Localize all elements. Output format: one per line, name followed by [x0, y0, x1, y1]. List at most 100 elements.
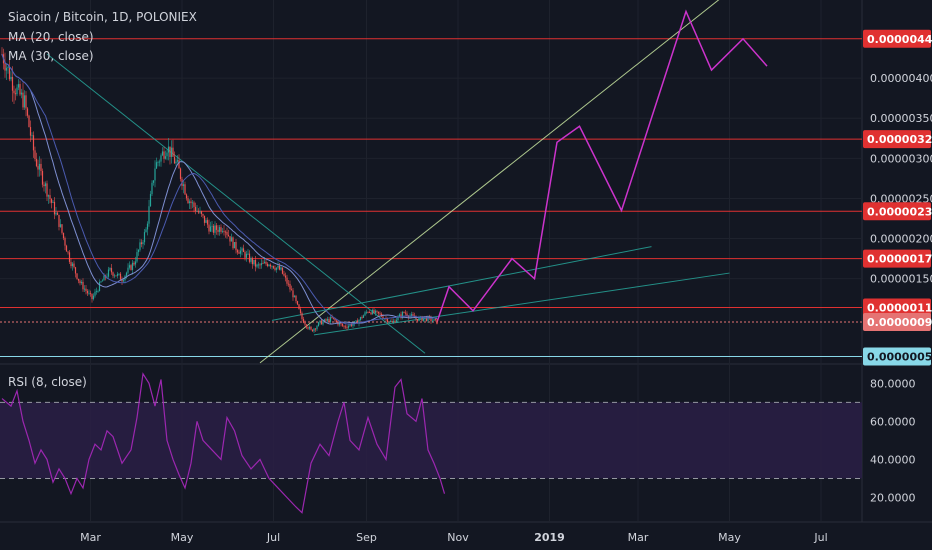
- candle-body: [277, 265, 279, 268]
- price-tick-label: 0.00000350: [870, 112, 932, 125]
- candle-body: [347, 325, 350, 328]
- candle-body: [311, 329, 314, 332]
- candle-body: [370, 312, 372, 315]
- candle-body: [176, 160, 179, 162]
- candle-body: [299, 309, 302, 314]
- candle-body: [100, 281, 102, 283]
- candle-body: [76, 273, 78, 279]
- time-tick-label: Sep: [356, 531, 377, 544]
- candle-body: [209, 226, 212, 232]
- projection-line: [436, 9, 768, 323]
- candle-body: [331, 317, 333, 319]
- candle-body: [220, 227, 222, 232]
- candle-body: [289, 283, 291, 290]
- candle-body: [226, 231, 228, 235]
- candle-body: [427, 316, 429, 321]
- candle-body: [44, 183, 47, 187]
- candle-body: [221, 231, 224, 233]
- candle-body: [149, 194, 152, 207]
- price-tick-label: 0.00000400: [870, 72, 932, 85]
- candle-body: [197, 210, 200, 213]
- candle-body: [98, 282, 101, 292]
- candle-body: [364, 312, 366, 316]
- ma30-legend: MA (30, close): [8, 49, 94, 63]
- candle-body: [239, 250, 242, 254]
- candle-body: [194, 206, 197, 212]
- candle-body: [371, 309, 374, 315]
- candle-body: [233, 242, 236, 249]
- candle-body: [265, 261, 267, 264]
- candle-body: [235, 242, 237, 251]
- candle-body: [278, 265, 281, 270]
- candle-body: [191, 202, 194, 204]
- level-price-label: 0.00000175: [867, 253, 932, 266]
- candle-body: [415, 317, 417, 319]
- candle-body: [341, 323, 344, 326]
- candle-body: [89, 292, 92, 294]
- candle-body: [406, 313, 408, 316]
- candle-body: [106, 276, 108, 278]
- candle-body: [56, 212, 59, 215]
- candle-body: [32, 135, 35, 151]
- candle-body: [158, 161, 161, 163]
- candle-body: [325, 319, 327, 321]
- candle-body: [376, 310, 378, 312]
- candle-body: [382, 316, 384, 319]
- candle-body: [340, 322, 342, 324]
- level-price-tag: [863, 313, 931, 332]
- candle-body: [16, 87, 18, 95]
- candle-body: [418, 317, 420, 321]
- candle-body: [101, 280, 104, 282]
- candle-body: [160, 155, 162, 162]
- candle-body: [293, 295, 296, 298]
- candle-body: [373, 309, 375, 313]
- candle-body: [281, 267, 284, 274]
- candle-body: [17, 84, 20, 88]
- candle-body: [350, 324, 353, 326]
- time-tick-label: Nov: [447, 531, 469, 544]
- candle-body: [85, 288, 87, 291]
- candle-body: [136, 252, 138, 262]
- candle-body: [274, 268, 276, 270]
- candle-body: [425, 317, 428, 321]
- candle-body: [35, 159, 38, 167]
- candle-body: [169, 146, 171, 157]
- candle-body: [410, 314, 413, 316]
- candle-body: [238, 252, 240, 254]
- candle-body: [145, 229, 147, 233]
- candle-body: [223, 231, 225, 233]
- candle-body: [358, 319, 360, 324]
- trend-line: [46, 53, 426, 354]
- candle-body: [206, 220, 209, 225]
- candle-body: [5, 67, 8, 71]
- candle-body: [260, 263, 263, 266]
- candle-body: [22, 92, 24, 108]
- candle-body: [13, 90, 15, 94]
- candle-body: [203, 215, 206, 223]
- candle-body: [131, 262, 134, 270]
- candle-body: [302, 318, 305, 323]
- candle-body: [128, 265, 131, 268]
- candle-body: [227, 234, 230, 237]
- candle-body: [215, 225, 218, 230]
- candle-body: [317, 322, 320, 327]
- candle-body: [127, 267, 129, 273]
- candle-body: [164, 156, 167, 159]
- price-tick-label: 0.00000200: [870, 233, 932, 246]
- candle-body: [338, 322, 341, 325]
- candle-body: [163, 151, 165, 159]
- candle-body: [46, 183, 48, 197]
- candle-body: [250, 258, 252, 262]
- candle-body: [280, 267, 282, 270]
- level-price-tag: [863, 347, 931, 366]
- candle-body: [130, 265, 132, 270]
- candle-body: [296, 301, 299, 305]
- candle-body: [7, 66, 9, 68]
- candle-body: [248, 253, 251, 262]
- price-tick-label: 0.00000300: [870, 152, 932, 165]
- candle-body: [175, 161, 177, 164]
- candle-body: [95, 291, 98, 292]
- candle-body: [184, 184, 186, 195]
- level-price-label: 0.00000114: [867, 302, 932, 315]
